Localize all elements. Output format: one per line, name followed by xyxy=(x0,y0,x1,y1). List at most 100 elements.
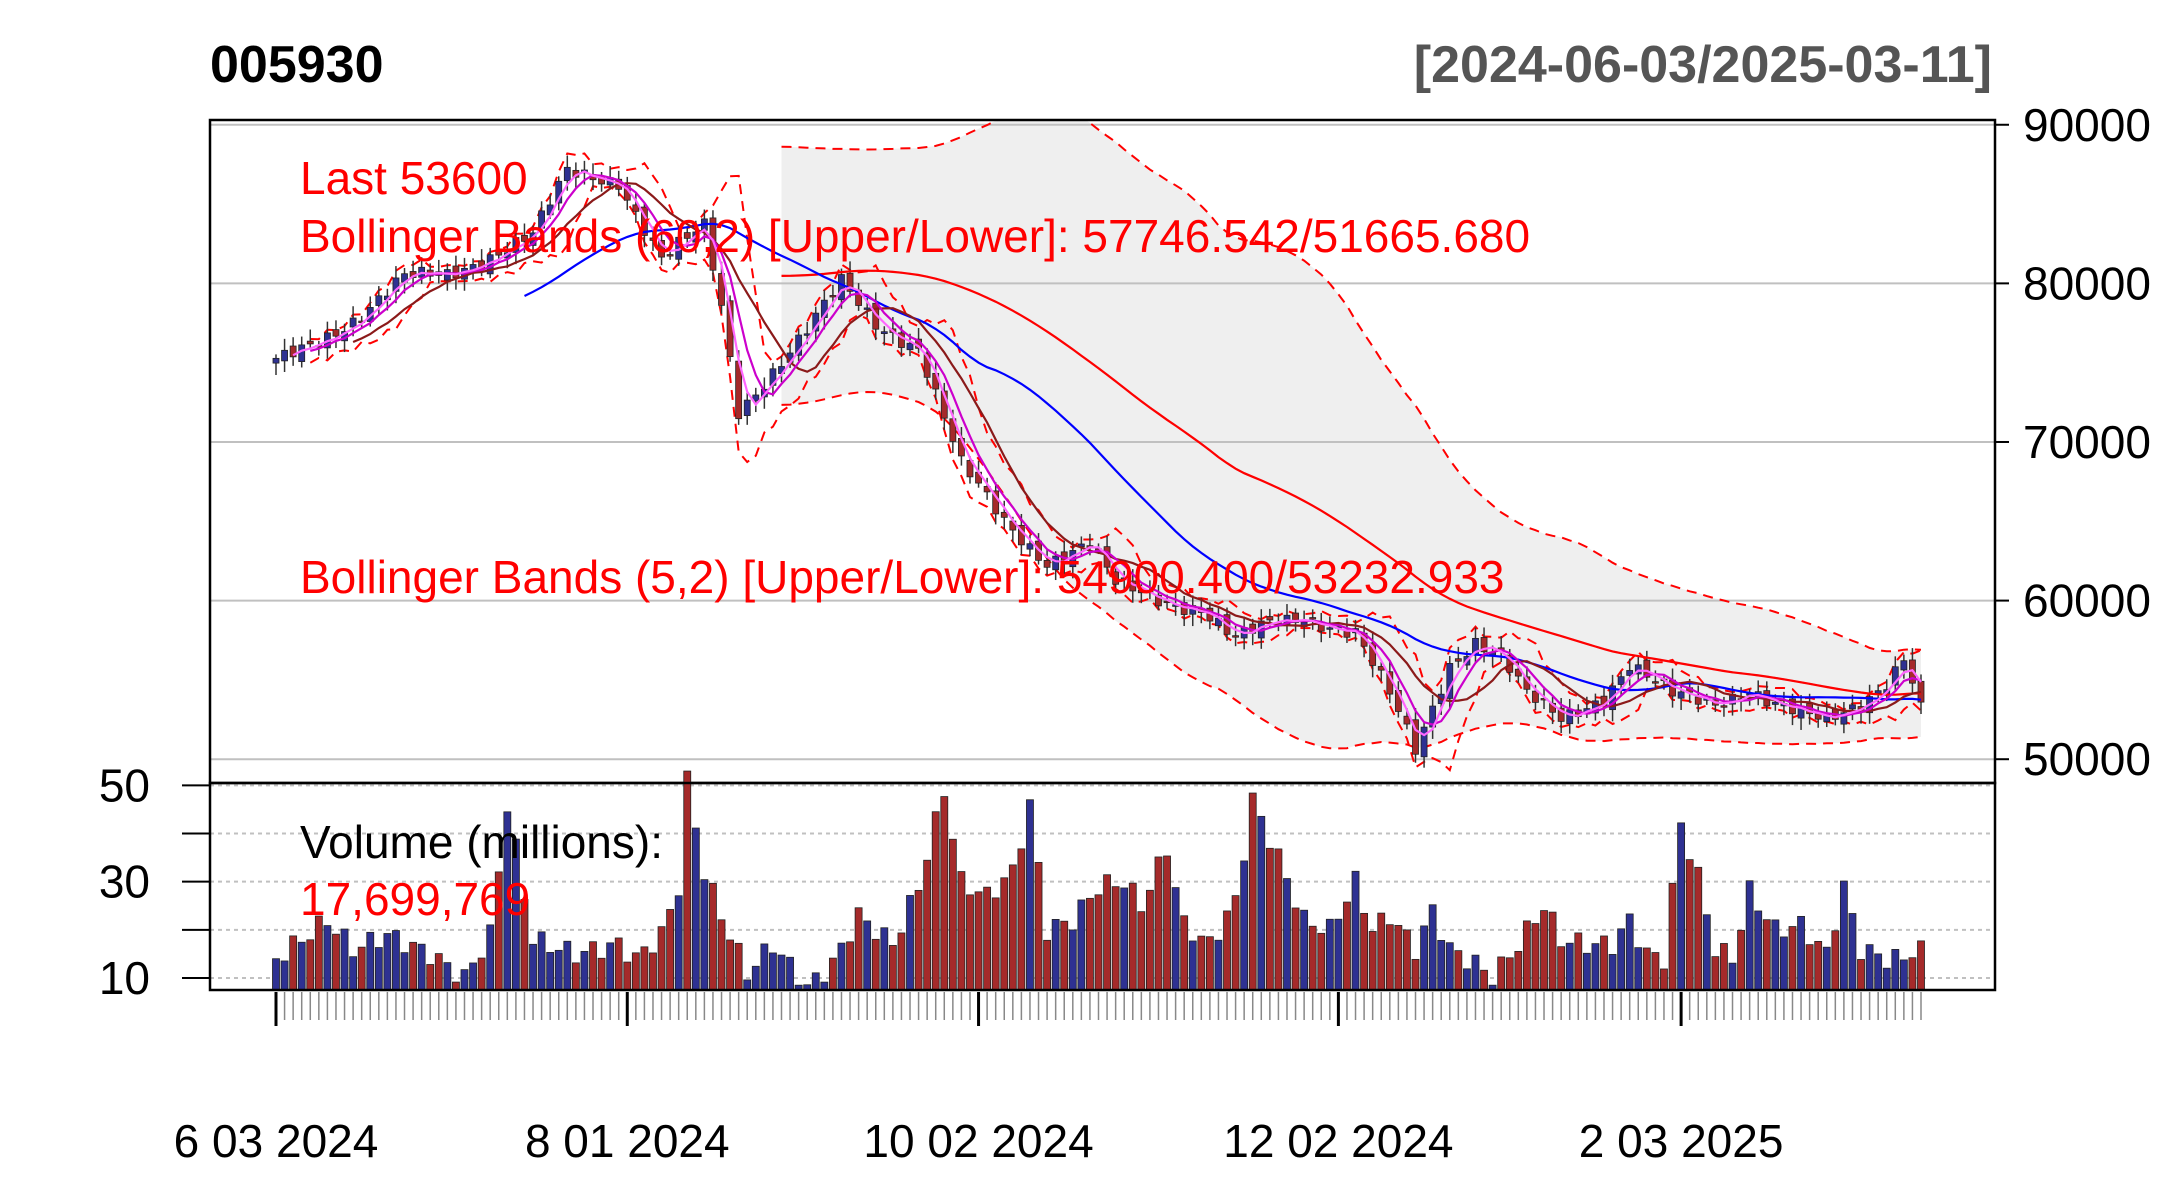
volume-bar xyxy=(1660,968,1668,991)
candle-body xyxy=(1566,709,1574,725)
volume-bar xyxy=(409,941,417,991)
date-tick-label: 12 02 2024 xyxy=(1223,1115,1453,1167)
candlestick xyxy=(666,246,674,260)
volume-bar xyxy=(1445,942,1454,991)
volume-bar xyxy=(811,972,820,991)
volume-bar xyxy=(434,953,443,991)
volume-bar xyxy=(700,879,709,991)
volume-bar xyxy=(1480,969,1488,991)
candle-body xyxy=(521,234,528,242)
candlestick xyxy=(795,328,803,362)
volume-bar xyxy=(1291,907,1300,991)
volume-bar xyxy=(1411,958,1420,991)
volume-bar xyxy=(1343,901,1351,991)
volume-bar xyxy=(1694,866,1703,991)
candle-body xyxy=(1634,664,1642,675)
volume-bar xyxy=(657,926,666,991)
volume-bar xyxy=(400,952,409,991)
volume-bar xyxy=(1300,909,1309,991)
candle-body xyxy=(1232,635,1239,638)
date-tick-label: 8 01 2024 xyxy=(525,1115,730,1167)
candle-body xyxy=(906,342,914,351)
candle-body xyxy=(512,237,520,253)
volume-bar xyxy=(1505,957,1514,991)
volume-tick-label: 50 xyxy=(99,759,150,811)
candle-body xyxy=(1677,691,1685,699)
volume-bar xyxy=(1839,880,1848,991)
volume-bar xyxy=(366,931,375,991)
candle-body xyxy=(718,273,725,306)
price-tick-label: 70000 xyxy=(2023,416,2151,468)
volume-bar xyxy=(906,895,914,991)
candlestick xyxy=(1900,654,1908,679)
volume-bar xyxy=(1865,944,1874,991)
candle-body xyxy=(752,394,760,402)
volume-bar xyxy=(837,942,846,991)
volume-bar xyxy=(1762,919,1771,991)
volume-bar xyxy=(469,962,477,991)
candlestick xyxy=(1480,627,1488,663)
candlestick xyxy=(1309,609,1317,630)
volume-bar xyxy=(1471,954,1480,991)
volume-bar xyxy=(1368,931,1377,991)
candlestick xyxy=(923,348,931,386)
candlestick xyxy=(992,482,1000,525)
volume-bar xyxy=(1197,935,1206,991)
volume-bar xyxy=(1780,936,1788,991)
volume-bar xyxy=(1137,911,1146,991)
volume-bar xyxy=(1771,919,1780,991)
price-tick-label: 60000 xyxy=(2023,575,2151,627)
volume-bar xyxy=(1882,967,1891,991)
volume-bar xyxy=(1797,915,1805,991)
volume-bar xyxy=(623,961,632,991)
date-tick-label: 2 03 2025 xyxy=(1579,1115,1784,1167)
volume-bar xyxy=(1557,946,1566,991)
ma-3-line xyxy=(292,170,1922,737)
volume-bar xyxy=(1874,953,1883,991)
date-tick-label: 6 03 2024 xyxy=(174,1115,379,1167)
volume-bar xyxy=(1180,915,1189,991)
chart-header: 005930 [2024-06-03/2025-03-11] xyxy=(210,36,1992,94)
candle-body xyxy=(495,249,503,256)
volume-bar xyxy=(1814,940,1823,991)
candlestick xyxy=(743,390,751,425)
volume-bar xyxy=(1111,886,1120,991)
candle-body xyxy=(1326,627,1334,630)
volume-bar xyxy=(537,931,546,991)
volume-bar xyxy=(1248,792,1257,991)
candle-body xyxy=(1155,594,1162,607)
volume-bar xyxy=(1454,950,1463,991)
volume-bar xyxy=(1240,860,1249,991)
chart-title: 005930 xyxy=(210,36,384,94)
volume-bar xyxy=(631,952,640,991)
bb5-upper-line xyxy=(310,152,1922,711)
volume-bar xyxy=(1788,926,1797,991)
volume-bar xyxy=(1043,939,1051,991)
candlestick xyxy=(1677,683,1685,710)
candle-body xyxy=(306,340,314,345)
price-tick-label: 90000 xyxy=(2023,99,2151,151)
volume-bar xyxy=(1394,925,1403,991)
candle-body xyxy=(803,333,811,336)
candlestick xyxy=(1849,694,1856,721)
candlestick xyxy=(1626,658,1634,686)
candle-body xyxy=(1694,696,1702,705)
volume-bar xyxy=(1702,914,1711,991)
volume-bar xyxy=(940,796,949,991)
candle-body xyxy=(658,240,665,258)
volume-bar xyxy=(589,941,597,991)
candle-body xyxy=(863,307,871,310)
volume-bar xyxy=(743,979,752,991)
volume-bar xyxy=(1728,962,1737,991)
bb60-upper-line xyxy=(781,120,1922,653)
volume-bar xyxy=(948,838,957,991)
volume-bar xyxy=(1334,918,1343,991)
candle-body xyxy=(1532,690,1539,703)
volume-bar xyxy=(1754,910,1763,991)
bb5-label: Bollinger Bands (5,2) [Upper/Lower]: 549… xyxy=(300,551,1505,603)
date-range-label: [2024-06-03/2025-03-11] xyxy=(1414,36,1992,94)
volume-bar xyxy=(1600,935,1608,991)
candle-body xyxy=(1849,704,1856,710)
candle-body xyxy=(1454,658,1462,662)
candlestick xyxy=(846,261,854,298)
